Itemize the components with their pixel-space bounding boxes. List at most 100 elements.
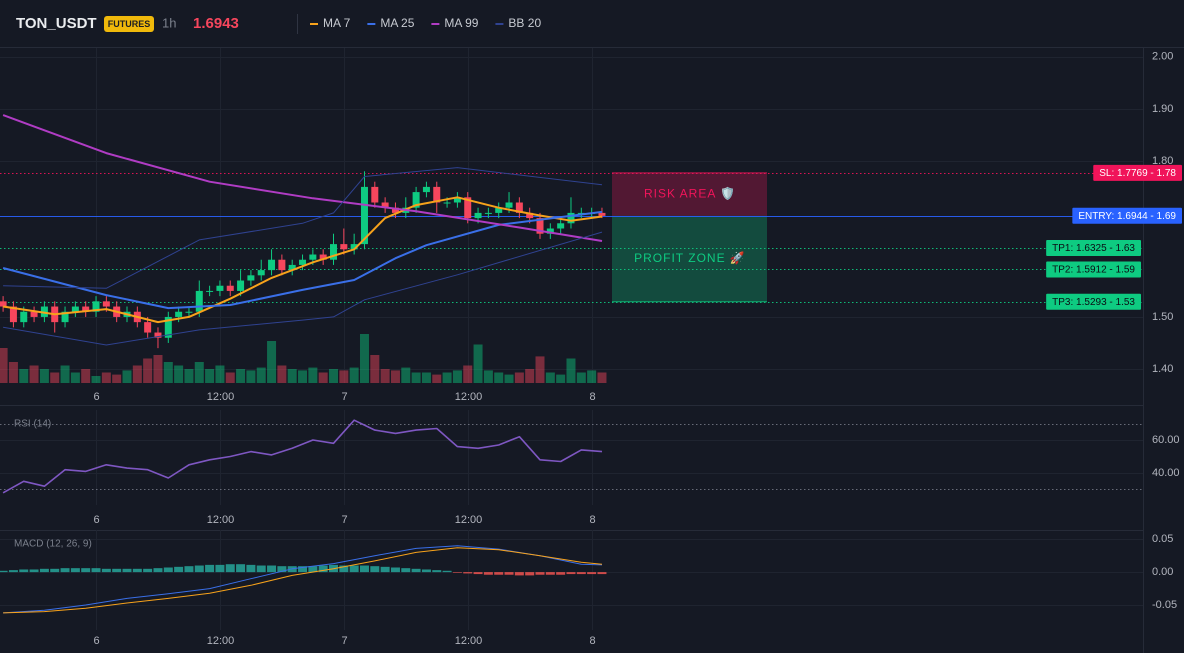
macd-histogram bbox=[215, 564, 225, 573]
volume-bar bbox=[174, 365, 184, 383]
macd-histogram bbox=[163, 567, 173, 573]
candle-body bbox=[598, 212, 606, 216]
macd-histogram bbox=[174, 566, 184, 573]
volume-bar bbox=[122, 370, 132, 383]
ma-line bbox=[2, 210, 603, 310]
candle-body bbox=[247, 275, 255, 281]
legend-label: MA 7 bbox=[323, 16, 351, 30]
candle-body bbox=[546, 228, 554, 234]
macd-histogram bbox=[81, 568, 91, 573]
macd-histogram bbox=[91, 568, 101, 573]
x-tick-label: 6 bbox=[93, 391, 99, 403]
macd-histogram bbox=[277, 566, 287, 573]
volume-bar bbox=[504, 374, 514, 383]
zone bbox=[612, 172, 767, 216]
candle-body bbox=[30, 311, 38, 317]
volume-bar bbox=[463, 365, 473, 383]
macd-histogram bbox=[122, 568, 132, 573]
volume-bar bbox=[597, 372, 607, 383]
volume-bar bbox=[298, 370, 308, 383]
level-badge bbox=[1046, 240, 1141, 257]
volume-bar bbox=[287, 369, 297, 383]
volume-bar bbox=[494, 372, 504, 383]
bb-upper bbox=[3, 167, 603, 289]
y-tick-label: 1.80 bbox=[1152, 155, 1173, 167]
volume-bar bbox=[81, 369, 91, 383]
candle-body bbox=[288, 264, 296, 271]
y-tick-label: 1.90 bbox=[1152, 103, 1173, 115]
level-badge bbox=[1093, 164, 1182, 181]
volume-bar bbox=[194, 362, 204, 383]
macd-histogram bbox=[318, 565, 328, 573]
macd-line bbox=[3, 547, 603, 614]
zone-label: RISK AREA 🛡️ bbox=[644, 187, 736, 201]
level-badge bbox=[1072, 207, 1182, 224]
macd-histogram bbox=[370, 566, 380, 573]
macd-histogram bbox=[256, 565, 266, 573]
x-tick-label: 12:00 bbox=[455, 514, 483, 526]
volume-bar bbox=[29, 365, 39, 383]
level-label: TP2: 1.5912 - 1.59 bbox=[1052, 265, 1135, 276]
x-tick-label: 12:00 bbox=[455, 635, 483, 647]
volume-bar bbox=[525, 369, 535, 383]
candle-body bbox=[216, 285, 224, 291]
candle-body bbox=[433, 186, 441, 203]
volume-bar bbox=[483, 370, 493, 383]
x-tick-label: 12:00 bbox=[455, 391, 483, 403]
volume-bar bbox=[473, 344, 483, 383]
macd-histogram bbox=[349, 565, 359, 573]
macd-histogram bbox=[50, 568, 60, 573]
volume-bar bbox=[143, 358, 153, 383]
macd-histogram bbox=[359, 565, 369, 573]
macd-histogram bbox=[194, 565, 204, 573]
volume-bar bbox=[318, 372, 328, 383]
macd-histogram bbox=[236, 564, 246, 573]
interval: 1h bbox=[162, 15, 176, 30]
x-tick-label: 7 bbox=[341, 514, 347, 526]
macd-histogram bbox=[143, 568, 153, 573]
macd-histogram bbox=[504, 572, 514, 575]
macd-histogram bbox=[514, 572, 524, 576]
macd-histogram bbox=[390, 567, 400, 573]
volume-bar bbox=[370, 355, 380, 383]
candle-body bbox=[71, 306, 79, 312]
macd-histogram bbox=[535, 572, 545, 575]
macd-histogram bbox=[0, 570, 8, 573]
macd-histogram bbox=[432, 570, 442, 573]
candle-body bbox=[278, 259, 286, 271]
volume-bar bbox=[246, 370, 256, 383]
candle-body bbox=[340, 244, 348, 250]
legend-label: BB 20 bbox=[508, 16, 541, 30]
volume-bar bbox=[432, 374, 442, 383]
rsi-line bbox=[2, 419, 603, 494]
x-tick-label: 7 bbox=[341, 635, 347, 647]
candle-body bbox=[268, 259, 276, 271]
candle-body bbox=[526, 212, 534, 219]
macd-histogram bbox=[267, 565, 277, 573]
candle-body bbox=[9, 306, 17, 323]
macd-histogram bbox=[8, 570, 18, 573]
ma-line bbox=[2, 114, 603, 242]
macd-histogram bbox=[587, 572, 597, 575]
volume-bar bbox=[535, 356, 545, 383]
volume-bar bbox=[277, 365, 287, 383]
y-tick-label: 0.05 bbox=[1152, 533, 1173, 545]
candle-body bbox=[330, 244, 338, 260]
macd-histogram bbox=[421, 569, 431, 573]
level-badge bbox=[1046, 293, 1141, 310]
x-tick-label: 12:00 bbox=[207, 391, 235, 403]
candle-body bbox=[0, 301, 7, 307]
macd-histogram bbox=[463, 572, 473, 574]
macd-histogram bbox=[112, 568, 122, 573]
candle-body bbox=[226, 285, 234, 291]
x-tick-label: 12:00 bbox=[207, 635, 235, 647]
x-tick-label: 7 bbox=[341, 391, 347, 403]
volume-bar bbox=[359, 334, 369, 383]
volume-bar bbox=[256, 367, 266, 383]
volume-bar bbox=[60, 365, 70, 383]
y-tick-label: 60.00 bbox=[1152, 434, 1180, 446]
candle-body bbox=[360, 186, 368, 245]
macd-histogram bbox=[184, 566, 194, 573]
